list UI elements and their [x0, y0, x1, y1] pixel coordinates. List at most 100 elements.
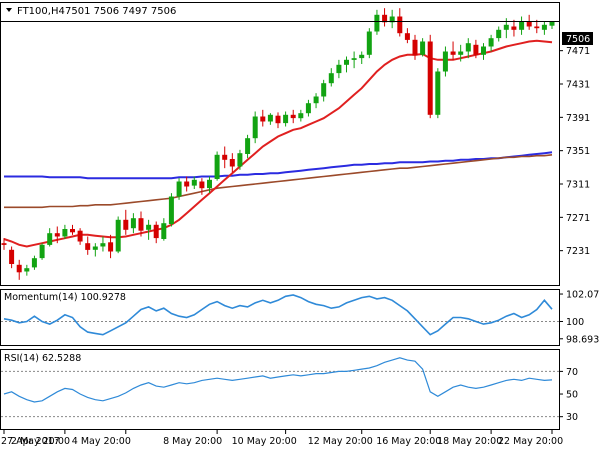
x-tick-label: 16 May 20:00	[376, 436, 441, 447]
candle-body	[382, 14, 388, 23]
candle-body	[130, 218, 136, 229]
momentum-y-tick: 100	[566, 317, 584, 328]
x-tick-label: 12 May 20:00	[308, 436, 373, 447]
candle-body	[85, 243, 91, 250]
rsi-y-tick: 70	[566, 367, 578, 378]
x-tick-label: 2 May 20:00	[11, 436, 70, 447]
candle-body	[397, 16, 403, 34]
price-y-tick: 7471	[566, 46, 590, 57]
candle-body	[100, 243, 106, 247]
rsi-line	[3, 357, 553, 403]
candle-body	[344, 59, 349, 65]
symbol-label: FT100,H4	[17, 6, 65, 17]
price-y-tick: 7231	[566, 246, 590, 257]
candle-body	[184, 181, 190, 187]
candle-body	[1, 243, 7, 245]
candle-body	[275, 115, 281, 124]
sma-mid-line	[4, 154, 553, 209]
candle-body	[442, 51, 448, 72]
candle-body	[473, 44, 479, 55]
momentum-line	[3, 294, 553, 336]
candle-body	[16, 264, 22, 273]
candle-body	[207, 179, 212, 189]
x-tick-label: 18 May 20:00	[437, 436, 502, 447]
candle-body	[267, 114, 273, 122]
candle-body	[24, 268, 30, 272]
candle-body	[526, 21, 532, 27]
candle-body	[214, 154, 220, 179]
axis-layer: 7471 7431 7391 7351 7311 7271 7231 102.071 100 98…	[1, 46, 600, 447]
price-y-tick: 7351	[566, 146, 590, 157]
candle-body	[54, 233, 60, 237]
current-price-box	[562, 32, 593, 45]
candle-body	[511, 26, 517, 30]
candle-body	[435, 71, 441, 115]
candle-body	[260, 116, 266, 122]
candle-body	[168, 196, 174, 224]
candle-body	[191, 179, 197, 186]
candle-body	[252, 116, 258, 139]
candle-body	[351, 58, 357, 60]
momentum-y-tick: 98.6933	[566, 334, 600, 345]
candle-body	[70, 229, 75, 233]
dropdown-triangle-icon[interactable]	[6, 8, 12, 12]
x-tick-label: 4 May 20:00	[72, 436, 131, 447]
candle-body	[389, 16, 395, 23]
candle-body	[199, 181, 205, 189]
candle-body	[488, 38, 494, 47]
rsi-panel[interactable]	[0, 349, 560, 430]
x-tick-label: 10 May 20:00	[232, 436, 297, 447]
rsi-y-tick: 50	[566, 390, 578, 401]
candle-body	[146, 224, 152, 230]
candle-body	[222, 154, 228, 160]
candle-body	[47, 233, 53, 245]
candle-body	[519, 21, 525, 30]
candle-body	[313, 96, 319, 104]
candle-body	[283, 114, 289, 124]
candle-body	[549, 21, 555, 26]
price-y-tick: 7311	[566, 180, 590, 191]
candle-body	[9, 249, 15, 264]
candle-body	[245, 138, 251, 154]
candle-body	[374, 14, 380, 32]
current-price-label: 7506	[566, 34, 590, 45]
price-y-tick: 7431	[566, 80, 590, 91]
candle-body	[138, 218, 144, 231]
x-tick-label: 8 May 20:00	[163, 436, 222, 447]
candle-body	[404, 33, 410, 40]
candle-body	[108, 242, 114, 252]
candle-body	[503, 24, 509, 30]
candle-body	[496, 29, 502, 39]
candle-body	[366, 31, 372, 55]
x-tick-label: 27 Apr 2017	[1, 436, 60, 447]
candle-body	[77, 230, 83, 242]
candle-body	[123, 219, 129, 230]
candle-body	[481, 46, 486, 55]
momentum-label: Momentum(14) 100.9278	[4, 292, 126, 303]
sma-slow-line	[4, 151, 553, 180]
candle-body	[458, 51, 464, 55]
rsi-series-layer	[1, 357, 559, 418]
candle-body	[176, 181, 182, 197]
momentum-y-tick: 102.071	[566, 290, 600, 301]
candle-body	[153, 224, 159, 239]
candle-body	[237, 153, 243, 167]
rsi-y-tick: 30	[566, 412, 578, 423]
candle-body	[450, 51, 456, 55]
candle-body	[31, 258, 37, 268]
rsi-label: RSI(14) 62.5288	[4, 353, 81, 364]
candle-body	[290, 114, 296, 119]
candle-body	[39, 244, 45, 259]
candle-body	[412, 39, 418, 56]
candle-body	[328, 73, 334, 84]
candle-body	[427, 41, 433, 115]
candle-body	[534, 26, 540, 29]
price-y-tick: 7271	[566, 213, 590, 224]
candle-body	[359, 54, 365, 59]
candle-body	[92, 246, 98, 250]
candle-body	[541, 24, 547, 30]
ohlc-readout: 7501 7506 7497 7506	[65, 6, 176, 17]
momentum-series-layer	[1, 294, 559, 336]
candle-body	[161, 223, 167, 239]
